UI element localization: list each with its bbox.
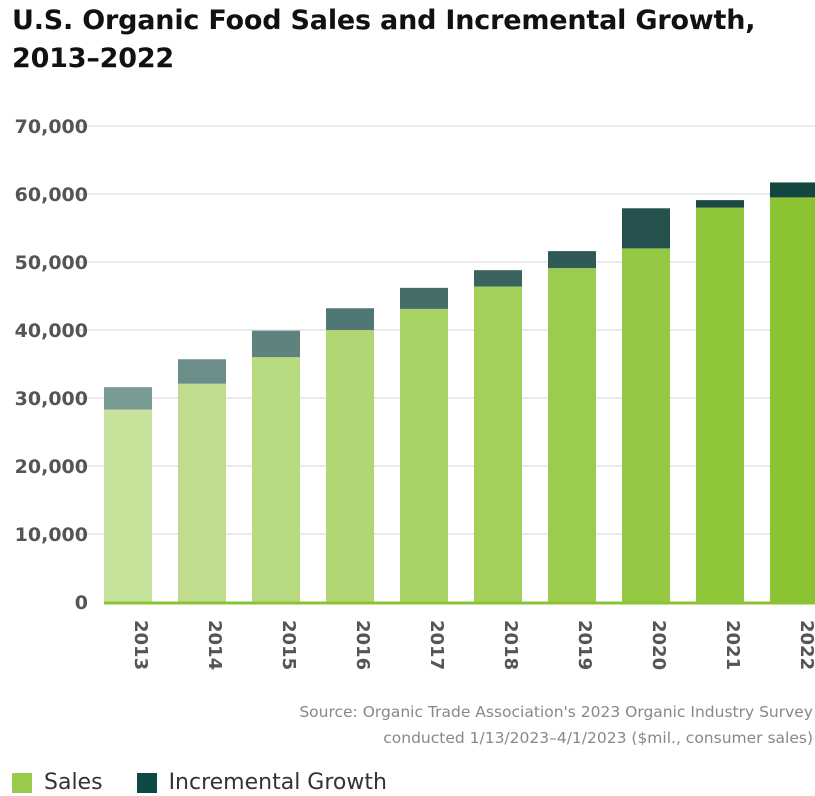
x-tick-label: 2021 bbox=[722, 620, 743, 670]
legend-label-sales: Sales bbox=[44, 770, 103, 795]
x-tick-label: 2017 bbox=[426, 620, 447, 670]
bar-sales-2018 bbox=[474, 286, 522, 602]
x-axis-ticks: 2013 2014 2015 2016 2017 2018 2019 2020 2021 2022 bbox=[130, 620, 815, 670]
bar-sales-2022 bbox=[770, 197, 815, 602]
y-tick-label: 50,000 bbox=[15, 252, 88, 274]
y-axis-ticks: 0 10,000 20,000 30,000 40,000 50,000 60,000 70,… bbox=[15, 116, 88, 614]
x-tick-label: 2015 bbox=[278, 620, 299, 670]
bar-sales-2014 bbox=[178, 383, 226, 602]
bar-incremental-growth-2015 bbox=[252, 330, 300, 358]
bar-sales-2021 bbox=[696, 207, 744, 602]
source-note: Source: Organic Trade Association's 2023… bbox=[299, 699, 813, 751]
legend-item-incremental-growth: Incremental Growth bbox=[136, 770, 387, 795]
bar-sales-2017 bbox=[400, 308, 448, 602]
y-tick-label: 70,000 bbox=[15, 116, 88, 138]
x-tick-label: 2013 bbox=[130, 620, 151, 670]
bar-chart: 0 10,000 20,000 30,000 40,000 50,000 60,000 70,… bbox=[15, 116, 815, 670]
bar-incremental-growth-2022 bbox=[770, 182, 815, 198]
y-tick-label: 60,000 bbox=[15, 184, 88, 206]
chart-title: U.S. Organic Food Sales and Incremental … bbox=[12, 5, 756, 74]
bar-incremental-growth-2021 bbox=[696, 200, 744, 208]
bar-incremental-growth-2016 bbox=[326, 308, 374, 330]
bar-sales-2016 bbox=[326, 330, 374, 602]
bar-sales-2013 bbox=[104, 409, 152, 602]
bar-sales-2020 bbox=[622, 248, 670, 602]
bar-incremental-growth-2018 bbox=[474, 270, 522, 287]
bar-incremental-growth-2019 bbox=[548, 251, 596, 269]
y-tick-label: 20,000 bbox=[15, 456, 88, 478]
legend-swatch-sales bbox=[12, 772, 32, 793]
y-tick-label: 10,000 bbox=[15, 524, 88, 546]
y-tick-label: 40,000 bbox=[15, 320, 88, 342]
x-tick-label: 2016 bbox=[352, 620, 373, 670]
source-line-1: Source: Organic Trade Association's 2023… bbox=[299, 703, 813, 721]
bar-incremental-growth-2013 bbox=[104, 387, 152, 410]
bar-incremental-growth-2014 bbox=[178, 359, 226, 384]
x-tick-label: 2019 bbox=[574, 620, 595, 670]
x-tick-label: 2020 bbox=[648, 620, 669, 670]
legend-swatch-incremental-growth bbox=[136, 772, 157, 793]
y-tick-label: 30,000 bbox=[15, 388, 88, 410]
legend-label-incremental-growth: Incremental Growth bbox=[168, 770, 387, 795]
legend-item-sales: Sales bbox=[12, 770, 103, 795]
bars bbox=[104, 182, 815, 602]
bar-incremental-growth-2020 bbox=[622, 208, 670, 249]
y-tick-label: 0 bbox=[75, 592, 88, 614]
x-tick-label: 2018 bbox=[500, 620, 521, 670]
legend: Sales Incremental Growth bbox=[12, 770, 421, 795]
source-line-2: conducted 1/13/2023–4/1/2023 ($mil., con… bbox=[383, 729, 813, 747]
bar-sales-2019 bbox=[548, 268, 596, 602]
bar-sales-2015 bbox=[252, 357, 300, 602]
x-tick-label: 2022 bbox=[796, 620, 815, 670]
x-tick-label: 2014 bbox=[204, 620, 225, 670]
bar-incremental-growth-2017 bbox=[400, 287, 448, 309]
